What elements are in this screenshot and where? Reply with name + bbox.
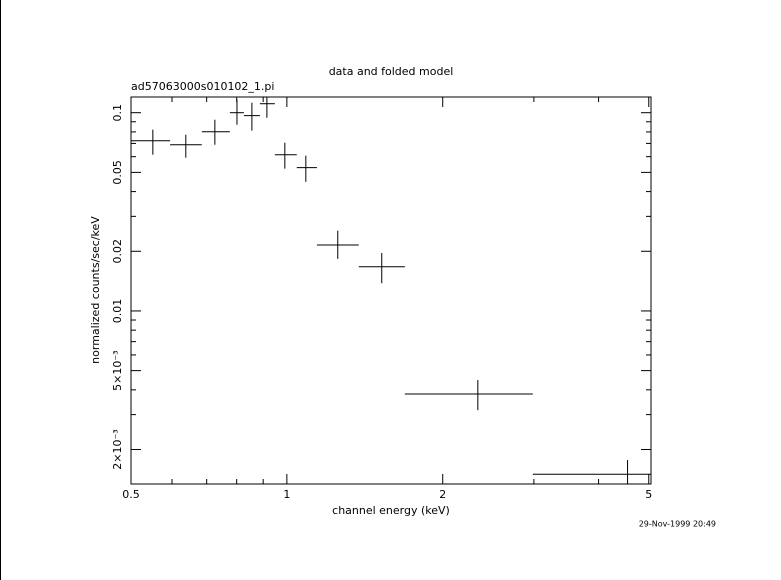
chart-subtitle: ad57063000s010102_1.pi (131, 80, 274, 93)
y-tick-label: 0.05 (111, 160, 124, 185)
x-tick-label: 1 (283, 488, 290, 501)
y-tick-label: 0.1 (111, 104, 124, 122)
y-tick-label: 2×10⁻³ (111, 429, 124, 469)
y-tick-label: 5×10⁻³ (111, 350, 124, 390)
x-tick-label: 0.5 (122, 488, 140, 501)
y-tick-label: 0.01 (111, 299, 124, 324)
timestamp: 29-Nov-1999 20:49 (639, 520, 716, 529)
y-tick-label: 0.02 (111, 239, 124, 264)
plot-frame (130, 96, 652, 485)
y-axis-label: normalized counts/sec/keV (89, 216, 102, 364)
x-axis-label: channel energy (keV) (332, 504, 450, 517)
x-tick-label: 2 (439, 488, 446, 501)
chart-title: data and folded model (329, 65, 454, 78)
x-tick-label: 5 (645, 488, 652, 501)
